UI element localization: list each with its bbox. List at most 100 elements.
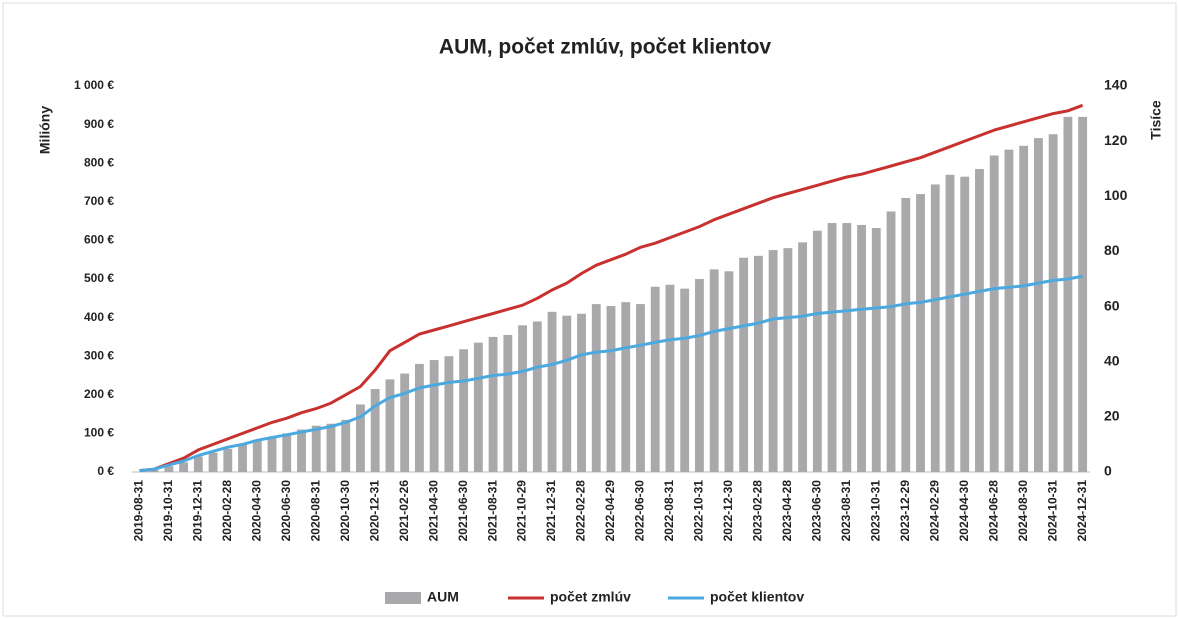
y2-tick-label: 40 [1104,352,1120,368]
y-tick-label: 200 € [84,387,114,401]
bar [488,336,498,472]
y-tick-label: 700 € [84,194,114,208]
bar [149,470,159,472]
bar [518,325,527,472]
bar [753,255,763,472]
bar [827,223,837,472]
y2-tick-label: 60 [1104,297,1120,313]
x-tick-label: 2020-04-30 [249,480,263,542]
bar [975,168,984,473]
y2-axis-title: Tisíce [1148,100,1164,140]
legend-label: AUM [427,589,459,605]
bar [606,306,616,472]
bar [1078,116,1088,472]
y-tick-label: 1 000 € [74,78,114,92]
x-tick-label: 2023-08-31 [839,480,853,542]
bar [1019,145,1029,472]
x-tick-label: 2023-10-31 [868,480,882,542]
bar [547,311,557,472]
line [139,274,1083,473]
bar [252,441,262,472]
bar [532,321,542,472]
x-tick-label: 2022-10-31 [692,480,706,542]
y-tick-label: 900 € [84,117,114,131]
y2-tick-label: 80 [1104,242,1120,258]
x-tick-label: 2022-04-29 [603,480,617,542]
bar [562,315,572,472]
bar [356,404,365,472]
bar [208,452,218,472]
bar [724,271,734,472]
bar [282,433,292,472]
bar [783,248,793,472]
bar [857,224,866,472]
x-tick-label: 2024-12-31 [1075,480,1089,542]
x-tick-label: 2020-02-28 [220,480,234,542]
y-tick-label: 100 € [84,426,114,440]
y2-tick-label: 120 [1104,132,1128,148]
x-tick-label: 2021-02-26 [397,480,411,542]
x-tick-label: 2022-12-30 [721,480,735,542]
bar [798,242,808,472]
x-tick-label: 2022-08-31 [662,480,676,542]
y2-tick-label: 20 [1104,408,1120,424]
x-tick-label: 2021-10-29 [515,480,529,542]
bar [179,462,189,472]
x-tick-label: 2021-12-31 [544,480,558,542]
x-tick-label: 2020-08-31 [308,480,322,542]
bar [680,288,690,472]
bar [768,250,778,472]
bar [400,373,410,472]
bar [916,194,925,472]
x-tick-label: 2019-08-31 [132,480,146,542]
bar [842,223,852,472]
y-tick-label: 400 € [84,310,114,324]
bar [989,155,999,473]
x-tick-label: 2024-04-30 [957,480,971,542]
y-tick-label: 600 € [84,233,114,247]
x-tick-label: 2023-04-28 [780,480,794,542]
line [139,103,1084,473]
legend-swatch [385,592,421,604]
bar [238,444,247,472]
y-tick-label: 0 € [97,464,114,478]
x-tick-label: 2023-02-28 [751,480,765,542]
x-tick-label: 2021-04-30 [426,480,440,542]
bar [901,197,911,472]
x-tick-label: 2020-10-30 [338,480,352,542]
bar [709,269,719,472]
bar [385,379,395,472]
bar [267,437,277,472]
x-tick-label: 2021-08-31 [485,480,499,542]
bar [739,257,749,472]
x-tick-label: 2024-06-28 [986,480,1000,542]
bar [193,456,203,472]
y-tick-label: 300 € [84,348,114,362]
bar [444,356,454,472]
bar [1063,116,1073,472]
bar [695,279,704,472]
bar [341,419,351,472]
bar [1033,138,1043,473]
x-tick-label: 2020-06-30 [279,480,293,542]
x-tick-label: 2022-06-30 [633,480,647,542]
bar [370,389,380,472]
bar [960,176,970,472]
bar [473,342,483,472]
bar [636,304,645,472]
y-tick-label: 800 € [84,155,114,169]
bar [429,360,439,472]
bar [665,284,675,472]
y-axis-title: Milióny [37,106,53,154]
y2-tick-label: 100 [1104,187,1128,203]
bar [503,334,513,472]
x-tick-label: 2023-12-29 [898,480,912,542]
bar [311,425,321,472]
x-tick-label: 2024-02-29 [927,480,941,542]
y2-tick-label: 0 [1104,463,1112,479]
x-tick-label: 2019-12-31 [190,480,204,542]
bar [621,302,631,472]
x-tick-label: 2023-06-30 [810,480,824,542]
